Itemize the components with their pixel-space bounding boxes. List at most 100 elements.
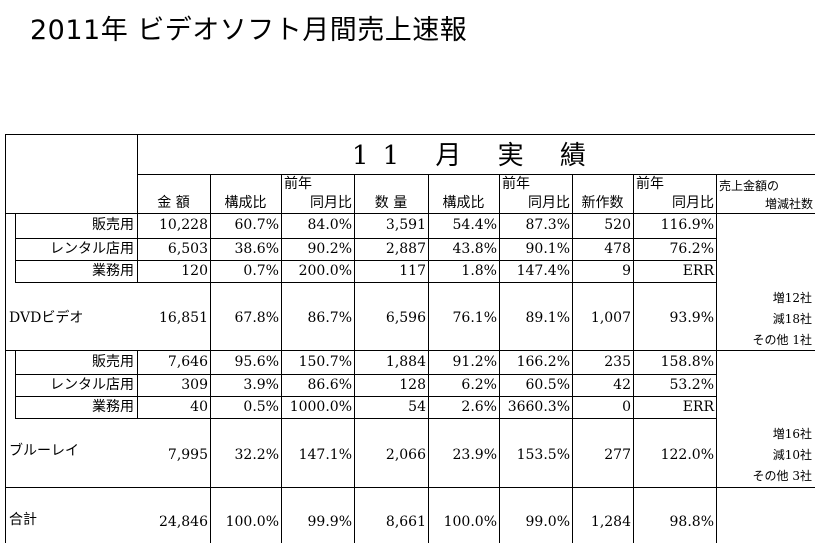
cell: 9 bbox=[622, 263, 631, 279]
grid-line bbox=[15, 418, 716, 419]
period-header: 11 月 実 績 bbox=[352, 141, 600, 171]
cell: 153.5% bbox=[516, 447, 570, 463]
grid-line bbox=[572, 174, 573, 543]
cell: 6,503 bbox=[167, 241, 208, 257]
cell: 2,887 bbox=[385, 241, 426, 257]
cell: 3.9% bbox=[243, 377, 279, 393]
cell: ERR bbox=[682, 263, 714, 279]
grid-line bbox=[716, 174, 717, 543]
cell: 158.8% bbox=[660, 354, 714, 370]
cell: 86.7% bbox=[307, 310, 352, 326]
cell: 76.1% bbox=[452, 310, 497, 326]
cell: 8,661 bbox=[385, 514, 426, 530]
column-header-yoy-quantity: 同月比 bbox=[528, 195, 570, 211]
cell: 309 bbox=[181, 377, 208, 393]
row-label: 販売用 bbox=[92, 217, 134, 233]
grid-line bbox=[354, 174, 355, 543]
cell: 93.9% bbox=[669, 310, 714, 326]
cell: 200.0% bbox=[298, 263, 352, 279]
grid-line bbox=[15, 374, 716, 375]
cell: 7,995 bbox=[167, 447, 208, 463]
cell: 1,884 bbox=[385, 354, 426, 370]
cell: 1.8% bbox=[461, 263, 497, 279]
page-title: 2011年 ビデオソフト月間売上速報 bbox=[30, 15, 468, 46]
row-label: レンタル店用 bbox=[50, 377, 134, 393]
cell: 120 bbox=[181, 263, 208, 279]
grid-line bbox=[15, 213, 16, 283]
cell: 60.5% bbox=[525, 377, 570, 393]
row-label: 合計 bbox=[9, 512, 37, 528]
cell: 166.2% bbox=[516, 354, 570, 370]
grid-line bbox=[15, 396, 716, 397]
grid-line bbox=[428, 174, 429, 543]
row-label: DVDビデオ bbox=[9, 310, 84, 326]
column-header-companies-top: 売上金額の bbox=[719, 179, 780, 193]
cell: 235 bbox=[604, 354, 631, 370]
cell: 3660.3% bbox=[507, 399, 570, 415]
cell: 0.5% bbox=[243, 399, 279, 415]
cell: ERR bbox=[682, 399, 714, 415]
cell: 6.2% bbox=[461, 377, 497, 393]
column-header-amount: 金 額 bbox=[157, 195, 190, 211]
cell: 116.9% bbox=[660, 217, 714, 233]
cell: 0.7% bbox=[243, 263, 279, 279]
grid-line bbox=[137, 350, 138, 419]
cell: 99.9% bbox=[307, 514, 352, 530]
cell: 2,066 bbox=[385, 447, 426, 463]
column-header-quantity: 数 量 bbox=[374, 195, 408, 211]
cell: 16,851 bbox=[159, 310, 208, 326]
cell: 2.6% bbox=[461, 399, 497, 415]
grid-line bbox=[137, 174, 815, 175]
column-header-yoy-top: 前年 bbox=[284, 176, 312, 192]
grid-line bbox=[15, 238, 716, 239]
grid-line bbox=[281, 174, 282, 543]
row-label: 販売用 bbox=[92, 354, 134, 370]
column-header-yoy-amount: 同月比 bbox=[310, 195, 352, 211]
grid-line bbox=[137, 134, 138, 214]
grid-line bbox=[5, 134, 6, 543]
cell: 520 bbox=[604, 217, 631, 233]
grid-line bbox=[5, 487, 815, 488]
column-header-yoy-top-new: 前年 bbox=[636, 176, 664, 192]
grid-line bbox=[499, 174, 500, 543]
cell: 42 bbox=[613, 377, 631, 393]
cell: 147.1% bbox=[298, 447, 352, 463]
cell: 38.6% bbox=[234, 241, 279, 257]
cell: 1,007 bbox=[590, 310, 631, 326]
column-header-companies-bottom: 増減社数 bbox=[764, 197, 813, 211]
cell: 40 bbox=[190, 399, 208, 415]
cell: 100.0% bbox=[443, 514, 497, 530]
cell: 24,846 bbox=[159, 514, 208, 530]
row-label: 業務用 bbox=[92, 399, 134, 415]
grid-line bbox=[633, 174, 634, 543]
company-change-count: 減18社 bbox=[772, 312, 812, 326]
column-header-new-titles: 新作数 bbox=[581, 195, 624, 211]
cell: 90.1% bbox=[525, 241, 570, 257]
company-change-count: 増16社 bbox=[772, 427, 812, 441]
cell: 0 bbox=[622, 399, 631, 415]
cell: 7,646 bbox=[167, 354, 208, 370]
column-header-yoy-top-quantity: 前年 bbox=[502, 176, 530, 192]
cell: 122.0% bbox=[660, 447, 714, 463]
cell: 117 bbox=[399, 263, 426, 279]
cell: 478 bbox=[604, 241, 631, 257]
grid-line bbox=[137, 213, 138, 283]
grid-line bbox=[5, 350, 815, 351]
cell: 91.2% bbox=[452, 354, 497, 370]
row-label: 業務用 bbox=[92, 263, 134, 279]
cell: 87.3% bbox=[525, 217, 570, 233]
grid-line bbox=[5, 134, 815, 135]
row-label: レンタル店用 bbox=[50, 241, 134, 257]
grid-line bbox=[210, 174, 211, 543]
cell: 147.4% bbox=[516, 263, 570, 279]
cell: 90.2% bbox=[307, 241, 352, 257]
cell: 3,591 bbox=[385, 217, 426, 233]
cell: 54.4% bbox=[452, 217, 497, 233]
grid-line bbox=[5, 213, 815, 214]
cell: 100.0% bbox=[225, 514, 279, 530]
company-change-count: 減10社 bbox=[772, 448, 812, 462]
cell: 53.2% bbox=[669, 377, 714, 393]
column-header-share-amount: 構成比 bbox=[224, 195, 267, 211]
grid-line bbox=[15, 282, 716, 283]
